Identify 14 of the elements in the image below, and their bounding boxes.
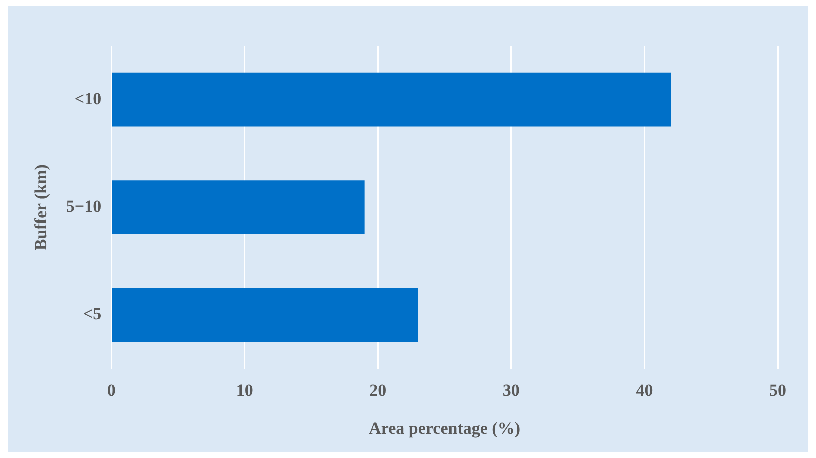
y-tick-label: 5−10 <box>66 196 102 216</box>
x-tick-label: 30 <box>502 380 520 400</box>
x-tick-label: 50 <box>770 380 786 400</box>
y-axis-title: Buffer (km) <box>32 164 51 251</box>
x-tick-label: 0 <box>107 380 116 400</box>
x-tick-label: 10 <box>236 380 254 400</box>
x-tick-label: 40 <box>636 380 654 400</box>
bar <box>112 72 672 127</box>
bar <box>112 288 418 342</box>
y-tick-label: <10 <box>74 89 102 108</box>
x-tick-label: 20 <box>370 380 387 400</box>
bar <box>112 180 365 235</box>
x-axis-title: Area percentage (%) <box>369 419 520 438</box>
y-tick-label: <5 <box>83 304 102 324</box>
